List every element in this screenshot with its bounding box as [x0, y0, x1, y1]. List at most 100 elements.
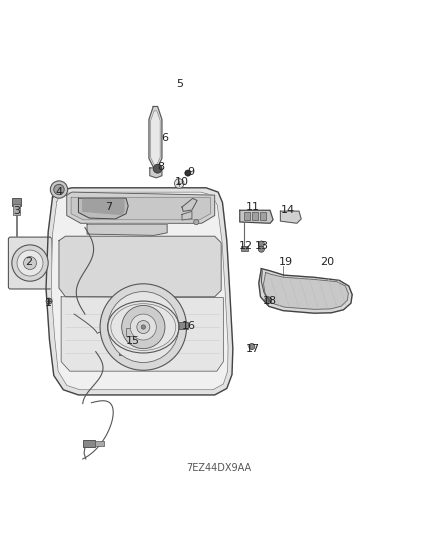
Polygon shape	[86, 269, 95, 279]
Polygon shape	[57, 238, 69, 242]
Polygon shape	[141, 271, 148, 282]
Polygon shape	[146, 268, 154, 278]
Circle shape	[50, 181, 67, 198]
Bar	[244, 213, 250, 220]
Polygon shape	[111, 277, 115, 288]
Polygon shape	[54, 231, 67, 234]
Polygon shape	[128, 276, 132, 287]
Text: 4: 4	[56, 187, 63, 197]
Polygon shape	[151, 264, 160, 273]
Text: 13: 13	[255, 241, 269, 251]
Polygon shape	[65, 251, 76, 257]
Polygon shape	[164, 248, 175, 255]
Polygon shape	[240, 211, 273, 223]
Polygon shape	[78, 198, 128, 219]
Polygon shape	[90, 271, 98, 281]
Bar	[12, 198, 21, 206]
Polygon shape	[175, 221, 187, 224]
Polygon shape	[159, 256, 169, 264]
Polygon shape	[59, 236, 221, 297]
Text: 19: 19	[279, 257, 293, 267]
Polygon shape	[78, 264, 88, 273]
Text: 9: 9	[187, 167, 194, 177]
Polygon shape	[145, 269, 152, 279]
Circle shape	[265, 297, 272, 304]
Circle shape	[141, 325, 145, 329]
Polygon shape	[150, 265, 158, 275]
Text: 18: 18	[263, 296, 277, 306]
Polygon shape	[97, 273, 103, 284]
Polygon shape	[139, 272, 146, 283]
Polygon shape	[99, 274, 105, 285]
Polygon shape	[156, 259, 166, 268]
Circle shape	[174, 179, 184, 188]
Polygon shape	[106, 276, 111, 287]
Text: 20: 20	[320, 257, 334, 267]
Polygon shape	[155, 261, 164, 270]
Polygon shape	[182, 211, 192, 220]
Polygon shape	[134, 274, 139, 285]
Polygon shape	[67, 192, 215, 223]
Circle shape	[185, 170, 191, 176]
Text: 5: 5	[176, 79, 183, 89]
Polygon shape	[171, 236, 183, 240]
Polygon shape	[66, 252, 78, 259]
Polygon shape	[175, 224, 187, 227]
Polygon shape	[177, 212, 188, 217]
Bar	[13, 204, 20, 215]
Polygon shape	[176, 218, 187, 222]
Polygon shape	[95, 273, 102, 284]
Bar	[240, 246, 247, 252]
Text: 6: 6	[162, 133, 169, 143]
Polygon shape	[172, 233, 184, 238]
Circle shape	[131, 314, 156, 340]
Polygon shape	[120, 277, 123, 288]
Polygon shape	[61, 297, 223, 371]
Bar	[126, 328, 152, 336]
Polygon shape	[80, 265, 89, 274]
Polygon shape	[68, 254, 79, 261]
Text: 17: 17	[246, 344, 260, 354]
Polygon shape	[73, 259, 83, 268]
Text: 15: 15	[126, 336, 140, 346]
Polygon shape	[118, 277, 120, 288]
Polygon shape	[153, 262, 162, 272]
Polygon shape	[138, 273, 144, 284]
Polygon shape	[88, 270, 96, 280]
Text: 7EZ44DX9AA: 7EZ44DX9AA	[187, 463, 251, 473]
Polygon shape	[259, 269, 352, 313]
Polygon shape	[60, 242, 71, 247]
Polygon shape	[151, 111, 160, 165]
Polygon shape	[136, 273, 141, 285]
Polygon shape	[55, 233, 67, 237]
Polygon shape	[177, 209, 188, 215]
Bar	[128, 350, 136, 354]
Bar	[95, 441, 104, 447]
Polygon shape	[109, 277, 113, 287]
Polygon shape	[173, 231, 184, 235]
Polygon shape	[64, 248, 75, 254]
Polygon shape	[264, 272, 348, 309]
Polygon shape	[71, 257, 81, 265]
Text: 14: 14	[281, 205, 295, 215]
Polygon shape	[87, 224, 167, 236]
Circle shape	[54, 184, 64, 195]
Text: 2: 2	[25, 257, 32, 267]
Circle shape	[100, 284, 187, 370]
Polygon shape	[182, 198, 197, 211]
Circle shape	[122, 305, 165, 349]
Polygon shape	[143, 270, 150, 280]
Polygon shape	[157, 257, 167, 266]
Circle shape	[153, 165, 162, 173]
Circle shape	[258, 246, 265, 252]
Text: 16: 16	[182, 321, 196, 331]
Bar	[176, 322, 188, 329]
Bar	[119, 350, 128, 355]
Polygon shape	[116, 277, 119, 288]
Polygon shape	[104, 276, 109, 287]
Polygon shape	[130, 276, 134, 287]
Polygon shape	[176, 215, 188, 220]
Polygon shape	[102, 275, 107, 286]
Bar	[252, 213, 258, 220]
Polygon shape	[132, 275, 137, 286]
